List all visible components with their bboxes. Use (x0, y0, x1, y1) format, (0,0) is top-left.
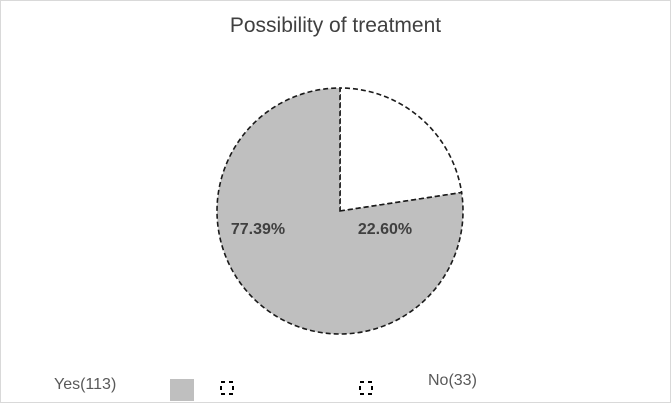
legend-swatch-yes (170, 379, 194, 401)
pie-slice-yes (216, 87, 464, 335)
data-label-no: 22.60% (358, 221, 412, 238)
legend-swatch-no (359, 381, 373, 395)
legend-label-yes: Yes(113) (54, 376, 117, 393)
legend-border-sample-yes (220, 381, 234, 395)
pie-slice-no (339, 87, 463, 212)
legend-label-no: No(33) (428, 372, 477, 389)
data-label-yes: 77.39% (231, 221, 285, 238)
chart-title: Possibility of treatment (229, 14, 442, 37)
